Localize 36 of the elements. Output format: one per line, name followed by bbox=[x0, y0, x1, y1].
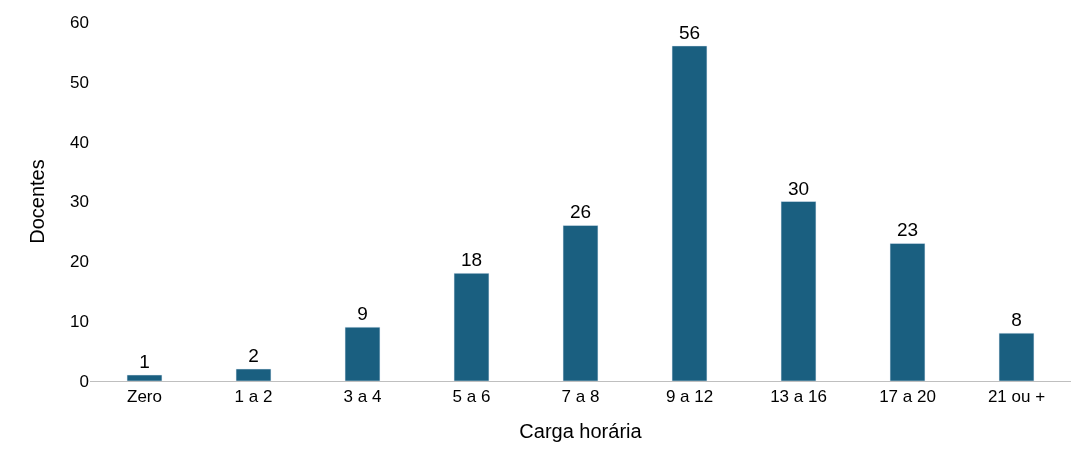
x-tick-label: 9 a 12 bbox=[665, 387, 714, 407]
data-label: 56 bbox=[678, 21, 701, 43]
x-tick-label: 3 a 4 bbox=[343, 387, 382, 407]
bar bbox=[780, 201, 817, 381]
data-label: 26 bbox=[569, 201, 592, 223]
bar bbox=[562, 225, 599, 381]
data-label: 1 bbox=[139, 351, 150, 373]
bar bbox=[998, 332, 1035, 381]
x-axis-title: Carga horária bbox=[519, 419, 643, 442]
y-tick-label: 40 bbox=[70, 132, 89, 152]
bar bbox=[235, 368, 272, 381]
data-label: 23 bbox=[896, 219, 919, 241]
x-tick-label: 5 a 6 bbox=[452, 387, 491, 407]
x-tick-label: 1 a 2 bbox=[234, 387, 273, 407]
data-label: 2 bbox=[248, 345, 259, 367]
y-tick-label: 30 bbox=[70, 192, 89, 212]
y-tick-label: 10 bbox=[70, 312, 89, 332]
y-tick-label: 60 bbox=[70, 12, 89, 32]
bar bbox=[671, 45, 708, 381]
y-tick-label: 20 bbox=[70, 252, 89, 272]
x-tick-label: 17 a 20 bbox=[879, 387, 936, 407]
bar bbox=[453, 273, 490, 381]
x-tick-label: 7 a 8 bbox=[561, 387, 600, 407]
x-tick-label: 21 ou + bbox=[987, 387, 1046, 407]
data-label: 18 bbox=[460, 249, 483, 271]
x-tick-label: Zero bbox=[127, 387, 162, 407]
data-label: 9 bbox=[357, 303, 368, 325]
y-tick-label: 50 bbox=[70, 72, 89, 92]
x-tick-label: 13 a 16 bbox=[770, 387, 827, 407]
bar bbox=[126, 374, 163, 381]
y-tick-label: 0 bbox=[79, 371, 89, 391]
y-axis-title: Docentes bbox=[25, 159, 48, 244]
bar bbox=[889, 243, 926, 381]
bar bbox=[344, 326, 381, 381]
data-label: 30 bbox=[787, 177, 810, 199]
data-label: 8 bbox=[1011, 309, 1022, 331]
